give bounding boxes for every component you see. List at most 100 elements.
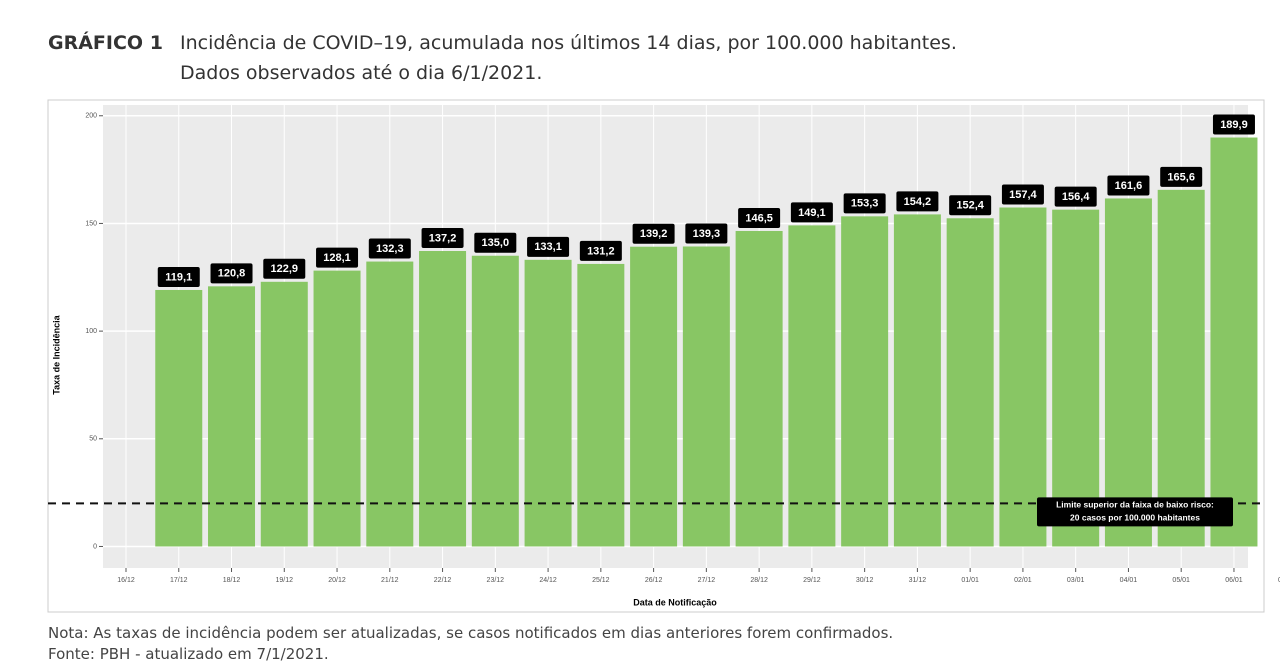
value-label-box — [579, 240, 622, 261]
chart-subtitle: Dados observados até o dia 6/1/2021. — [180, 62, 543, 84]
reference-label-box — [1037, 497, 1233, 527]
reference-label: 20 casos por 100.000 habitantes — [1070, 513, 1200, 523]
bar — [893, 214, 941, 547]
bar — [946, 218, 994, 547]
value-label-box — [421, 228, 464, 249]
value-label: 154,2 — [904, 196, 932, 208]
x-axis-title: Data de Notificação — [633, 597, 717, 607]
x-tick-label: 21/12 — [381, 577, 399, 584]
value-label-box — [474, 232, 517, 253]
x-tick-label: 27/12 — [698, 577, 716, 584]
value-label-box — [896, 191, 939, 212]
value-label: 146,5 — [745, 212, 773, 224]
x-tick-label: 31/12 — [909, 577, 927, 584]
value-label-box — [1107, 175, 1150, 196]
x-tick-label: 24/12 — [539, 577, 557, 584]
value-label: 132,3 — [376, 243, 404, 255]
reference-label: Limite superior da faixa de baixo risco: — [1056, 500, 1214, 510]
value-label: 128,1 — [323, 252, 351, 264]
y-axis-title: Taxa de Incidência — [51, 314, 61, 394]
x-tick-label: 02/01 — [1014, 577, 1032, 584]
value-label: 131,2 — [587, 245, 615, 257]
x-tick-label: 06/01 — [1225, 577, 1243, 584]
value-label: 119,1 — [165, 271, 192, 283]
value-label: 153,3 — [851, 198, 879, 210]
value-label: 139,3 — [693, 228, 721, 240]
bar — [260, 281, 308, 547]
value-label-box — [1212, 114, 1255, 135]
value-label: 122,9 — [271, 263, 299, 275]
bar — [1052, 209, 1100, 547]
x-tick-label: 01/01 — [961, 577, 979, 584]
x-tick-label: 29/12 — [803, 577, 821, 584]
x-tick-label: 23/12 — [487, 577, 505, 584]
value-label: 156,4 — [1062, 191, 1090, 203]
value-label: 133,1 — [534, 241, 562, 253]
value-label: 152,4 — [956, 200, 984, 212]
value-label-box — [790, 202, 833, 223]
value-label-box — [1054, 186, 1097, 207]
value-label-box — [368, 238, 411, 259]
bar — [788, 225, 836, 547]
value-label-box — [316, 247, 359, 268]
value-label-box — [157, 266, 200, 287]
x-tick-label: 17/12 — [170, 577, 188, 584]
value-label-box — [1001, 184, 1044, 205]
y-tick-label: 0 — [93, 543, 97, 550]
bar — [1210, 137, 1258, 547]
x-tick-label: 26/12 — [645, 577, 663, 584]
note: Nota: As taxas de incidência podem ser a… — [48, 624, 894, 642]
bar — [682, 246, 730, 547]
value-label-box — [632, 223, 675, 244]
value-label: 189,9 — [1220, 119, 1248, 131]
bar — [313, 270, 361, 547]
value-label: 120,8 — [218, 268, 246, 280]
value-label-box — [738, 207, 781, 228]
x-tick-label: 28/12 — [750, 577, 768, 584]
bar — [735, 230, 783, 547]
value-label: 165,6 — [1167, 171, 1195, 183]
bar — [841, 216, 889, 547]
value-label: 149,1 — [798, 207, 826, 219]
value-label-box — [685, 223, 728, 244]
value-label: 137,2 — [429, 232, 457, 244]
bar — [366, 261, 414, 547]
chart-label: GRÁFICO 1 — [48, 32, 163, 54]
x-tick-label: 03/01 — [1067, 577, 1085, 584]
x-tick-label: 04/01 — [1120, 577, 1138, 584]
bar — [419, 251, 467, 547]
bar — [1157, 189, 1205, 547]
x-tick-label: 18/12 — [223, 577, 241, 584]
value-label-box — [527, 236, 570, 257]
y-tick-label: 50 — [89, 436, 97, 443]
x-tick-label: 19/12 — [276, 577, 294, 584]
value-label-box — [843, 193, 886, 214]
x-tick-label: 05/01 — [1172, 577, 1190, 584]
bar — [1104, 198, 1152, 547]
x-tick-label: 16/12 — [117, 577, 135, 584]
value-label-box — [263, 258, 306, 279]
y-tick-label: 150 — [85, 220, 97, 227]
bar — [999, 207, 1047, 547]
y-tick-label: 100 — [85, 328, 97, 335]
source: Fonte: PBH - atualizado em 7/1/2021. — [48, 645, 329, 663]
bar — [208, 286, 256, 547]
bar — [471, 255, 519, 547]
value-label: 135,0 — [482, 237, 510, 249]
bar — [524, 259, 572, 547]
y-tick-label: 200 — [85, 113, 97, 120]
value-label: 161,6 — [1115, 180, 1143, 192]
value-label-box — [210, 263, 253, 284]
x-tick-label: 20/12 — [328, 577, 346, 584]
x-tick-label: 30/12 — [856, 577, 874, 584]
bar — [630, 246, 678, 547]
x-tick-label: 07/01 — [1278, 577, 1280, 584]
value-label: 139,2 — [640, 228, 668, 240]
bar — [155, 289, 203, 547]
value-label-box — [949, 195, 992, 216]
x-tick-label: 22/12 — [434, 577, 452, 584]
bar — [577, 263, 625, 547]
value-label: 157,4 — [1009, 189, 1037, 201]
